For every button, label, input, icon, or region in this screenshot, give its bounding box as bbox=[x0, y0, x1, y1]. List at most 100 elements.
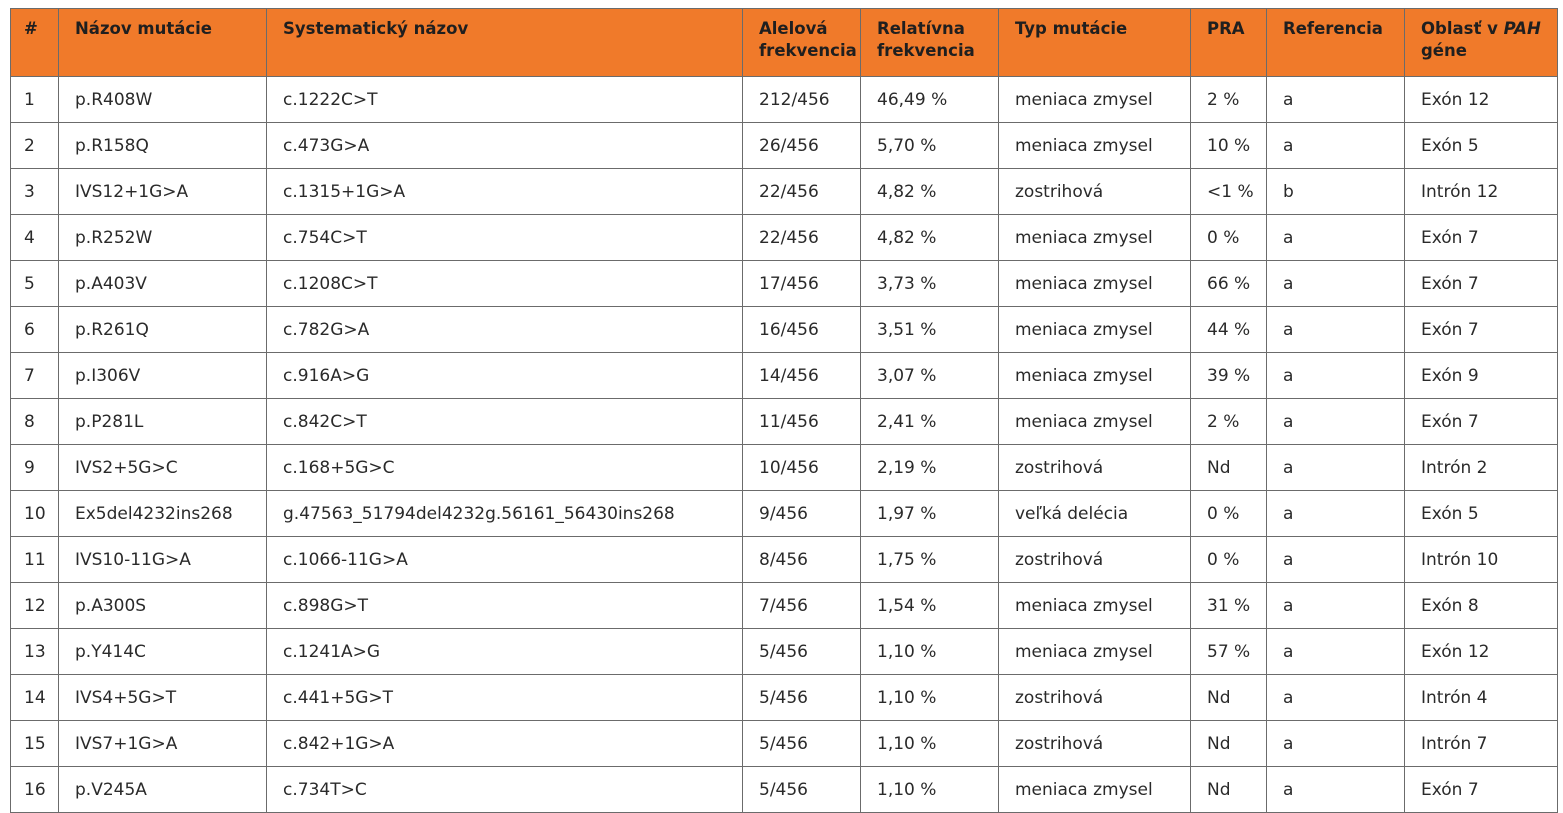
cell-mutation-name: p.A300S bbox=[58, 582, 267, 629]
cell-reference: a bbox=[1266, 674, 1405, 721]
cell-relative-frequency: 1,10 % bbox=[860, 674, 999, 721]
table-row: 13 p.Y414C c.1241A>G 5/456 1,10 % meniaca zmy… bbox=[10, 628, 1558, 675]
cell-reference: a bbox=[1266, 582, 1405, 629]
cell-pra: 66 % bbox=[1190, 260, 1267, 307]
cell-pra: 10 % bbox=[1190, 122, 1267, 169]
cell-systematic-name: c.473G>A bbox=[266, 122, 743, 169]
cell-systematic-name: c.898G>T bbox=[266, 582, 743, 629]
cell-relative-frequency: 3,07 % bbox=[860, 352, 999, 399]
header-num: # bbox=[10, 8, 59, 77]
cell-num: 5 bbox=[10, 260, 59, 307]
cell-mutation-name: p.R158Q bbox=[58, 122, 267, 169]
cell-mutation-type: zostrihová bbox=[998, 536, 1191, 583]
table-header: # Názov mutácie Systematický názov Alelo… bbox=[10, 8, 1558, 77]
cell-mutation-type: zostrihová bbox=[998, 720, 1191, 767]
table-row: 8 p.P281L c.842C>T 11/456 2,41 % meniaca zmys… bbox=[10, 398, 1558, 445]
cell-pah-region: Intrón 12 bbox=[1404, 168, 1558, 215]
cell-systematic-name: c.1241A>G bbox=[266, 628, 743, 675]
cell-reference: a bbox=[1266, 214, 1405, 261]
cell-systematic-name: c.842+1G>A bbox=[266, 720, 743, 767]
cell-reference: a bbox=[1266, 766, 1405, 813]
cell-allele-frequency: 5/456 bbox=[742, 720, 861, 767]
cell-pah-region: Intrón 2 bbox=[1404, 444, 1558, 491]
cell-relative-frequency: 1,75 % bbox=[860, 536, 999, 583]
header-pra: PRA bbox=[1190, 8, 1267, 77]
header-row: # Názov mutácie Systematický názov Alelo… bbox=[10, 8, 1558, 77]
cell-mutation-type: meniaca zmysel bbox=[998, 122, 1191, 169]
cell-systematic-name: g.47563_51794del4232g.56161_56430ins268 bbox=[266, 490, 743, 537]
cell-allele-frequency: 5/456 bbox=[742, 674, 861, 721]
cell-systematic-name: c.1315+1G>A bbox=[266, 168, 743, 215]
cell-num: 15 bbox=[10, 720, 59, 767]
cell-relative-frequency: 1,10 % bbox=[860, 628, 999, 675]
cell-mutation-name: p.Y414C bbox=[58, 628, 267, 675]
table-row: 10 Ex5del4232ins268 g.47563_51794del4232g.… bbox=[10, 490, 1558, 537]
cell-mutation-type: meniaca zmysel bbox=[998, 260, 1191, 307]
cell-reference: a bbox=[1266, 398, 1405, 445]
cell-mutation-name: p.R408W bbox=[58, 76, 267, 123]
cell-relative-frequency: 1,54 % bbox=[860, 582, 999, 629]
cell-mutation-type: meniaca zmysel bbox=[998, 582, 1191, 629]
cell-relative-frequency: 1,97 % bbox=[860, 490, 999, 537]
cell-num: 8 bbox=[10, 398, 59, 445]
cell-relative-frequency: 1,10 % bbox=[860, 720, 999, 767]
cell-pah-region: Exón 12 bbox=[1404, 628, 1558, 675]
table-row: 3 IVS12+1G>A c.1315+1G>A 22/456 4,82 % zostri… bbox=[10, 168, 1558, 215]
cell-relative-frequency: 4,82 % bbox=[860, 168, 999, 215]
table-row: 4 p.R252W c.754C>T 22/456 4,82 % meniaca zmys… bbox=[10, 214, 1558, 261]
cell-systematic-name: c.1222C>T bbox=[266, 76, 743, 123]
cell-mutation-name: IVS7+1G>A bbox=[58, 720, 267, 767]
table-row: 11 IVS10-11G>A c.1066-11G>A 8/456 1,75 % zost… bbox=[10, 536, 1558, 583]
cell-pah-region: Exón 8 bbox=[1404, 582, 1558, 629]
cell-systematic-name: c.1208C>T bbox=[266, 260, 743, 307]
cell-reference: a bbox=[1266, 444, 1405, 491]
cell-reference: a bbox=[1266, 628, 1405, 675]
cell-num: 2 bbox=[10, 122, 59, 169]
cell-mutation-name: Ex5del4232ins268 bbox=[58, 490, 267, 537]
cell-pah-region: Exón 5 bbox=[1404, 122, 1558, 169]
cell-reference: a bbox=[1266, 260, 1405, 307]
cell-reference: a bbox=[1266, 720, 1405, 767]
cell-mutation-type: meniaca zmysel bbox=[998, 628, 1191, 675]
table-row: 2 p.R158Q c.473G>A 26/456 5,70 % meniaca zmys… bbox=[10, 122, 1558, 169]
cell-systematic-name: c.168+5G>C bbox=[266, 444, 743, 491]
header-systematic-name: Systematický názov bbox=[266, 8, 743, 77]
cell-num: 1 bbox=[10, 76, 59, 123]
mutations-table: # Názov mutácie Systematický názov Alelo… bbox=[10, 8, 1558, 813]
cell-relative-frequency: 1,10 % bbox=[860, 766, 999, 813]
cell-mutation-name: p.P281L bbox=[58, 398, 267, 445]
cell-relative-frequency: 3,73 % bbox=[860, 260, 999, 307]
cell-allele-frequency: 11/456 bbox=[742, 398, 861, 445]
cell-reference: a bbox=[1266, 76, 1405, 123]
cell-pah-region: Exón 7 bbox=[1404, 260, 1558, 307]
cell-pah-region: Exón 7 bbox=[1404, 306, 1558, 353]
cell-mutation-type: meniaca zmysel bbox=[998, 398, 1191, 445]
cell-pah-region: Intrón 4 bbox=[1404, 674, 1558, 721]
cell-reference: a bbox=[1266, 490, 1405, 537]
cell-pra: Nd bbox=[1190, 766, 1267, 813]
header-relative-frequency: Relatívna frekvencia bbox=[860, 8, 999, 77]
cell-allele-frequency: 5/456 bbox=[742, 628, 861, 675]
cell-allele-frequency: 5/456 bbox=[742, 766, 861, 813]
cell-num: 6 bbox=[10, 306, 59, 353]
cell-pah-region: Intrón 10 bbox=[1404, 536, 1558, 583]
cell-num: 4 bbox=[10, 214, 59, 261]
cell-pah-region: Exón 5 bbox=[1404, 490, 1558, 537]
cell-num: 10 bbox=[10, 490, 59, 537]
table-row: 9 IVS2+5G>C c.168+5G>C 10/456 2,19 % zostriho… bbox=[10, 444, 1558, 491]
cell-pra: Nd bbox=[1190, 720, 1267, 767]
cell-pra: 0 % bbox=[1190, 214, 1267, 261]
cell-mutation-type: zostrihová bbox=[998, 168, 1191, 215]
cell-reference: a bbox=[1266, 352, 1405, 399]
cell-num: 3 bbox=[10, 168, 59, 215]
header-allele-frequency: Alelová frekvencia bbox=[742, 8, 861, 77]
cell-allele-frequency: 10/456 bbox=[742, 444, 861, 491]
cell-relative-frequency: 4,82 % bbox=[860, 214, 999, 261]
table-body: 1 p.R408W c.1222C>T 212/456 46,49 % meniaca z… bbox=[10, 76, 1558, 813]
cell-pra: <1 % bbox=[1190, 168, 1267, 215]
cell-pah-region: Exón 12 bbox=[1404, 76, 1558, 123]
cell-num: 9 bbox=[10, 444, 59, 491]
cell-relative-frequency: 2,41 % bbox=[860, 398, 999, 445]
cell-pah-region: Exón 7 bbox=[1404, 766, 1558, 813]
cell-mutation-name: IVS10-11G>A bbox=[58, 536, 267, 583]
